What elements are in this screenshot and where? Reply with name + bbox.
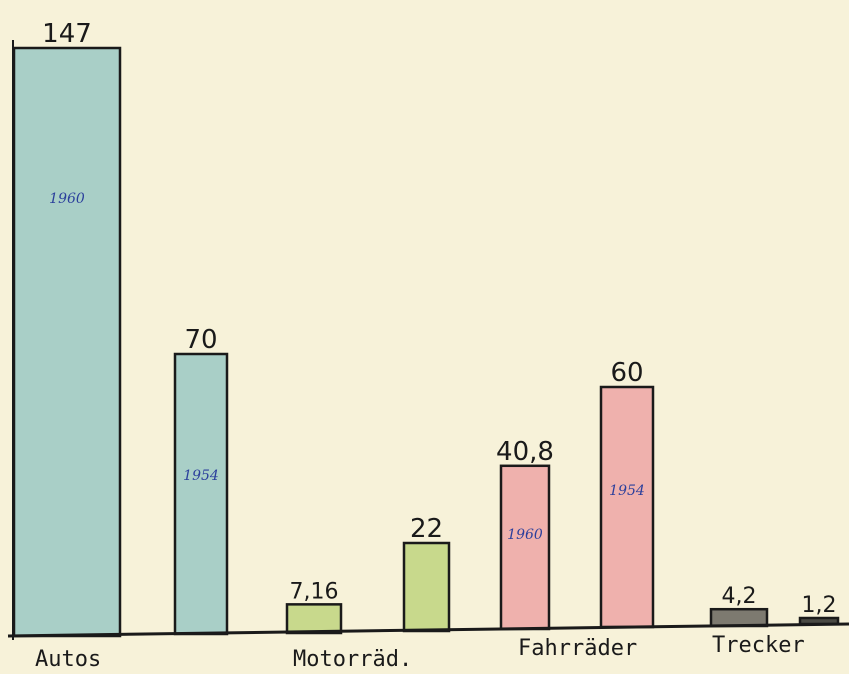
value-label-8: 1,2 (802, 593, 837, 618)
category-labels-layer: Autos Motorräd. Fahrräder Trecker (35, 633, 805, 672)
bar-2 (173, 352, 229, 636)
year-label-1: 1960 (49, 191, 85, 207)
category-label-fahrraeder: Fahrräder (518, 636, 637, 661)
category-label-trecker: Trecker (712, 633, 805, 658)
bar-6 (599, 385, 655, 629)
value-label-5: 40,8 (496, 437, 554, 467)
value-label-7: 4,2 (722, 584, 757, 609)
bar-5 (499, 464, 551, 631)
year-label-5: 1960 (507, 527, 543, 543)
value-labels-layer: 147 1960 70 1954 7,16 22 40,8 1960 60 1954 4,2 1,2 (42, 19, 836, 618)
value-label-2: 70 (184, 325, 217, 355)
value-label-3: 7,16 (290, 579, 339, 604)
bar-7 (709, 607, 769, 628)
year-label-2: 1954 (183, 468, 219, 484)
bars-layer (12, 46, 840, 638)
value-label-4: 22 (410, 514, 443, 544)
value-label-1: 147 (42, 19, 92, 49)
bar-1 (12, 46, 122, 638)
year-label-6: 1954 (609, 483, 645, 499)
bar-3 (285, 603, 343, 635)
category-label-motorraeder: Motorräd. (293, 647, 412, 672)
x-axis-line (7, 622, 849, 638)
bar-4 (402, 541, 451, 633)
value-label-6: 60 (610, 358, 643, 388)
category-label-autos: Autos (35, 647, 101, 672)
